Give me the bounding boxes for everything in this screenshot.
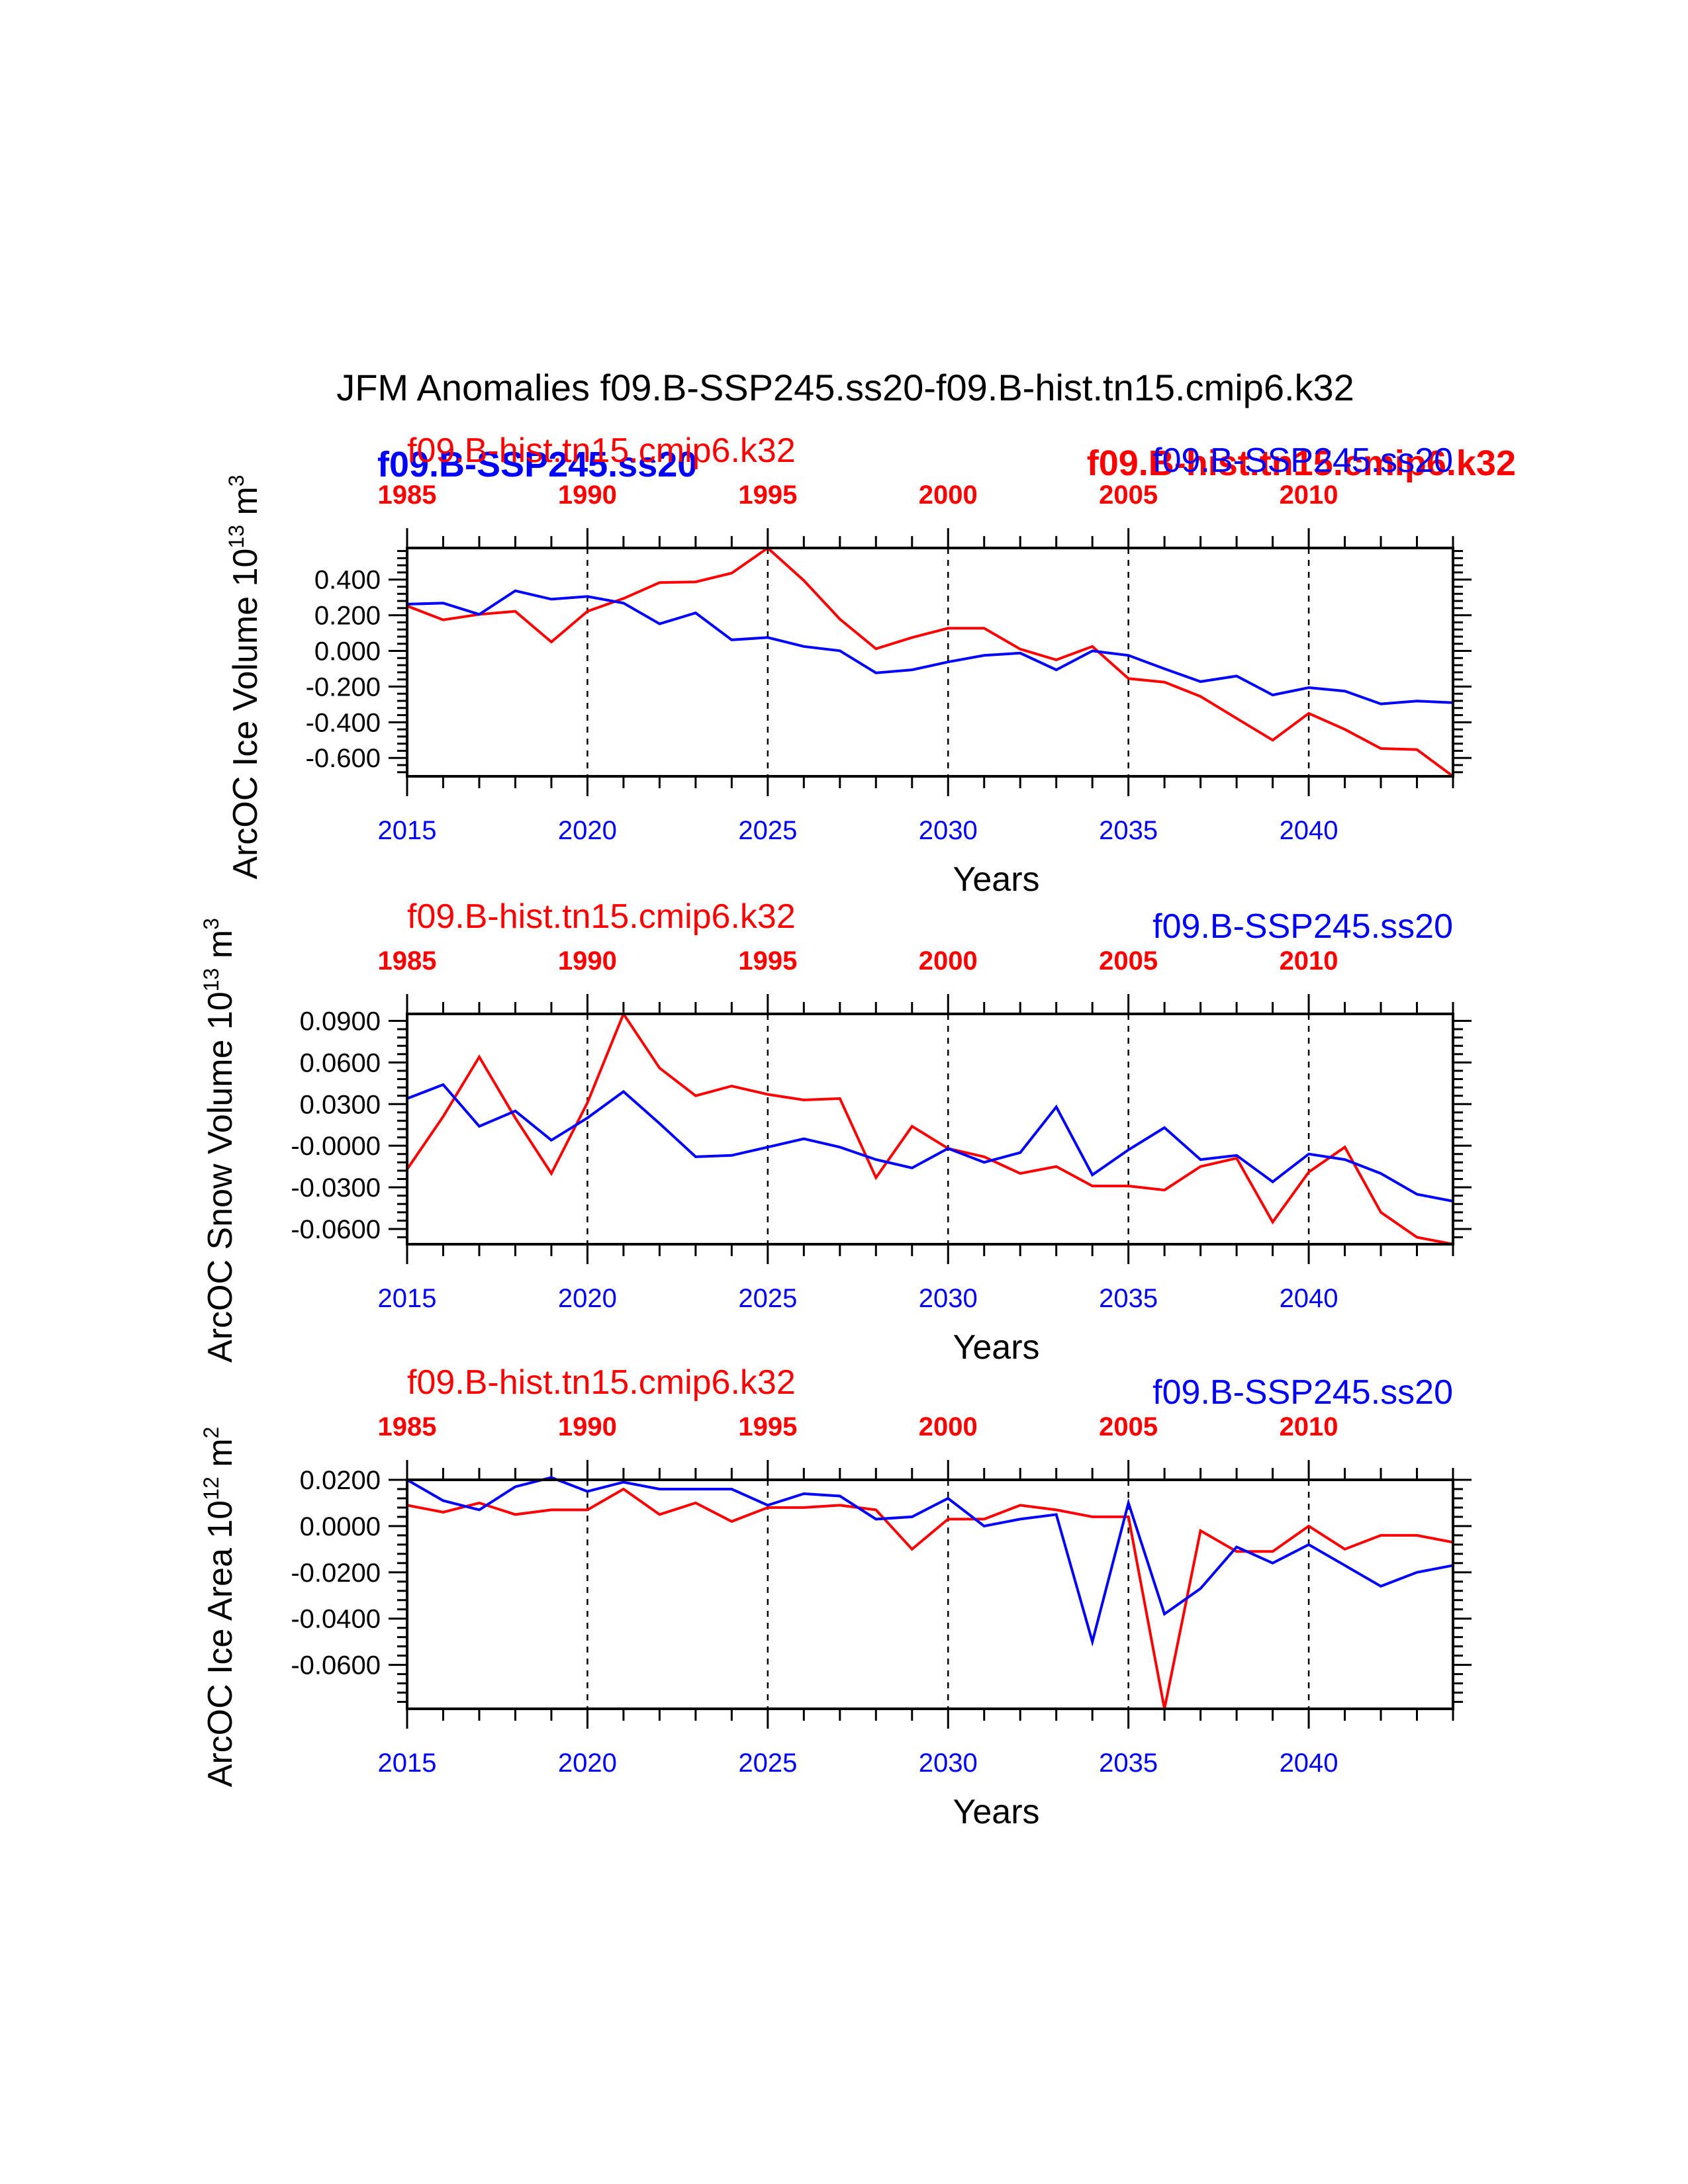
x-axis-label: Years — [953, 860, 1039, 899]
series-line-case — [406, 1083, 1454, 1203]
top-tick-label: 1995 — [738, 480, 797, 510]
top-tick-label: 1995 — [738, 1412, 797, 1441]
x-tick-label: 2035 — [1099, 816, 1158, 845]
x-tick-label: 2035 — [1099, 1749, 1158, 1778]
plot-frame — [406, 1013, 1454, 1246]
y-tick-label: 0.0900 — [300, 1007, 381, 1036]
panel-snow-volume: 0.0900 0.0600 0.0300 -0.0000 -0.0300 -0.0600 2… — [199, 897, 1472, 1367]
series-line-control — [406, 1487, 1454, 1709]
y-tick-label: 0.0300 — [300, 1090, 381, 1119]
x-tick-label: 2030 — [919, 816, 978, 845]
x-tick-label: 2030 — [919, 1749, 978, 1778]
x-axis-label: Years — [953, 1328, 1039, 1367]
y-tick-label: -0.600 — [306, 744, 381, 773]
top-tick-label: 1990 — [558, 946, 617, 976]
y-tick-label: -0.0600 — [291, 1215, 381, 1244]
top-tick-label: 2010 — [1280, 480, 1338, 510]
series-line-case — [406, 1476, 1454, 1647]
left-series-label: f09.B-hist.tn15.cmip6.k32 — [407, 897, 796, 936]
top-tick-label: 1990 — [558, 480, 617, 510]
series-line-control — [406, 1011, 1454, 1246]
top-tick-label: 1985 — [378, 946, 437, 976]
x-tick-label: 2030 — [919, 1284, 978, 1313]
top-tick-label: 1985 — [378, 1412, 437, 1441]
overlap-label-case: f09.B-SSP245.ss20 — [377, 445, 697, 484]
main-title: JFM Anomalies f09.B-SSP245.ss20-f09.B-hi… — [336, 367, 1354, 408]
top-tick-label: 1990 — [558, 1412, 617, 1441]
top-tick-label: 2010 — [1280, 946, 1338, 976]
plot-frame — [406, 547, 1454, 778]
x-tick-label: 2040 — [1280, 1749, 1338, 1778]
top-tick-label: 2000 — [919, 946, 978, 976]
panel-ice-volume: 0.400 0.200 0.000 -0.200 -0.400 -0.600 2015 202… — [224, 432, 1472, 899]
x-tick-label: 2015 — [378, 1749, 437, 1778]
top-tick-label: 2005 — [1099, 480, 1158, 510]
top-tick-label: 2005 — [1099, 946, 1158, 976]
series-line-case — [406, 589, 1454, 705]
x-tick-label: 2015 — [378, 816, 437, 845]
right-series-label: f09.B-SSP245.ss20 — [1152, 1373, 1453, 1412]
left-series-label: f09.B-hist.tn15.cmip6.k32 — [407, 432, 796, 470]
x-tick-label: 2025 — [738, 1284, 797, 1313]
x-tick-label: 2040 — [1280, 1284, 1338, 1313]
y-tick-label: 0.000 — [314, 637, 381, 666]
x-axis-label: Years — [953, 1793, 1039, 1831]
y-tick-label: 0.400 — [314, 566, 381, 595]
y-tick-label: 0.0600 — [300, 1048, 381, 1077]
right-series-label: f09.B-SSP245.ss20 — [1152, 441, 1453, 480]
y-tick-label: -0.400 — [306, 708, 381, 737]
y-tick-label: -0.200 — [306, 672, 381, 702]
y-tick-label: 0.0000 — [300, 1512, 381, 1541]
x-tick-label: 2020 — [558, 816, 617, 845]
top-tick-label: 1985 — [378, 480, 437, 510]
plot-frame — [406, 1479, 1454, 1710]
right-series-label: f09.B-SSP245.ss20 — [1152, 907, 1453, 946]
y-axis-label: ArcOC Snow Volume 1013 m3 — [199, 918, 240, 1363]
y-tick-label: -0.0600 — [291, 1651, 381, 1680]
top-tick-label: 2000 — [919, 1412, 978, 1441]
x-tick-label: 2025 — [738, 1749, 797, 1778]
y-tick-label: -0.0000 — [291, 1132, 381, 1161]
overlap-label-control: f09.B-hist.tn15.cmip6.k32 — [1087, 443, 1516, 483]
y-tick-label: -0.0400 — [291, 1605, 381, 1634]
x-tick-label: 2040 — [1280, 816, 1338, 845]
y-tick-label: -0.0300 — [291, 1173, 381, 1203]
x-tick-label: 2020 — [558, 1284, 617, 1313]
top-tick-label: 1995 — [738, 946, 797, 976]
top-tick-label: 2000 — [919, 480, 978, 510]
panel-ice-area: 0.0200 0.0000 -0.0200 -0.0400 -0.0600 2015 202… — [199, 1363, 1472, 1831]
y-tick-label: -0.0200 — [291, 1559, 381, 1588]
y-tick-label: 0.200 — [314, 602, 381, 631]
x-tick-label: 2020 — [558, 1749, 617, 1778]
top-tick-label: 2005 — [1099, 1412, 1158, 1441]
x-tick-label: 2015 — [378, 1284, 437, 1313]
series-line-control — [406, 546, 1454, 778]
y-axis-label: ArcOC Ice Area 1012 m2 — [199, 1427, 240, 1788]
y-axis-label: ArcOC Ice Volume 1013 m3 — [224, 475, 265, 879]
top-tick-label: 2010 — [1280, 1412, 1338, 1441]
x-tick-label: 2035 — [1099, 1284, 1158, 1313]
x-tick-label: 2025 — [738, 816, 797, 845]
left-series-label: f09.B-hist.tn15.cmip6.k32 — [407, 1363, 796, 1402]
y-tick-label: 0.0200 — [300, 1466, 381, 1495]
